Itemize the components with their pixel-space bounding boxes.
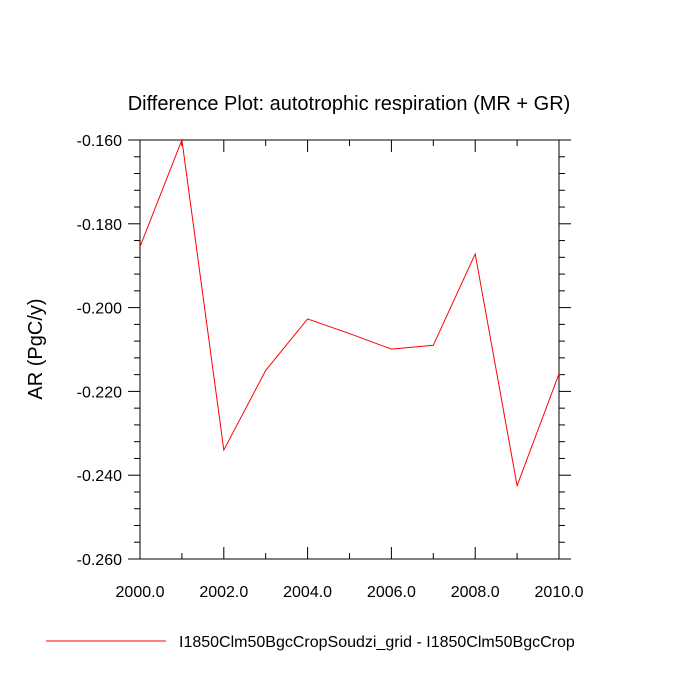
x-tick-label: 2000.0	[116, 584, 165, 601]
y-tick-label: -0.160	[77, 133, 122, 150]
y-axis-ticks: -0.160 -0.180 -0.200 -0.220 -0.240 -0.260	[77, 133, 571, 569]
y-axis-label: AR (PgC/y)	[25, 298, 47, 399]
series-layer	[139, 138, 560, 488]
x-axis-ticks: 2000.0 2002.0 2004.0 2006.0 2008.0 2010.0	[116, 140, 584, 601]
x-tick-label: 2010.0	[535, 584, 584, 601]
x-tick-label: 2008.0	[451, 584, 500, 601]
y-tick-label: -0.200	[77, 301, 122, 318]
chart-title: Difference Plot: autotrophic respiration…	[128, 93, 571, 115]
x-tick-label: 2002.0	[199, 584, 248, 601]
y-tick-label: -0.260	[77, 552, 122, 569]
legend-label: I1850Clm50BgcCropSoudzi_grid - I1850Clm5…	[179, 634, 575, 651]
y-tick-label: -0.180	[77, 217, 122, 234]
y-tick-label: -0.240	[77, 468, 122, 485]
series-line	[139, 138, 560, 488]
y-tick-label: -0.220	[77, 384, 122, 401]
x-tick-label: 2006.0	[367, 584, 416, 601]
plot-frame	[139, 139, 560, 560]
x-tick-label: 2004.0	[283, 584, 332, 601]
legend: I1850Clm50BgcCropSoudzi_grid - I1850Clm5…	[46, 634, 575, 651]
